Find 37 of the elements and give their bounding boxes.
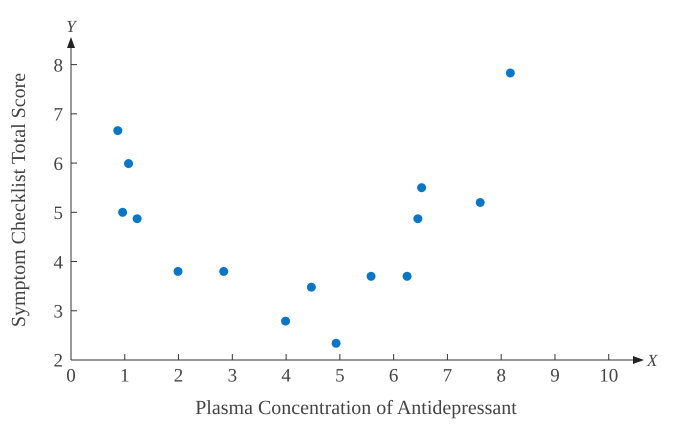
y-tick-label: 5: [54, 203, 63, 224]
point: [506, 68, 515, 78]
x-tick-label: 10: [599, 365, 618, 386]
x-tick-label: 9: [550, 365, 560, 386]
point: [219, 266, 228, 276]
x-tick-label: 6: [388, 365, 398, 386]
x-tick-label: 4: [281, 365, 292, 386]
point: [476, 198, 485, 207]
x-tick-label: 2: [174, 365, 184, 386]
x-tick-label: 1: [120, 365, 130, 386]
y-tick-label: 2: [54, 350, 63, 372]
point: [173, 266, 183, 276]
point: [132, 214, 142, 224]
y-axis-title: Symptom Checklist Total Score: [8, 72, 30, 328]
point: [332, 338, 341, 348]
x-axis-title: Plasma Concentration of Antidepressant: [195, 397, 518, 419]
x-tick-label: 7: [442, 365, 452, 386]
text: X: [646, 351, 658, 370]
text: Y: [66, 17, 78, 36]
x-tick-label: 0: [66, 365, 76, 386]
point: [124, 159, 134, 168]
point: [417, 183, 426, 192]
point: [113, 126, 122, 136]
point: [402, 272, 412, 281]
point: [413, 214, 422, 224]
y-tick-label: 7: [54, 104, 63, 126]
x-tick-label: 8: [496, 365, 506, 386]
point: [306, 282, 316, 292]
y-tick-label: 6: [54, 154, 63, 175]
point: [118, 208, 128, 217]
y-tick-label: 3: [54, 302, 63, 323]
point: [281, 316, 290, 326]
x-tick-label: 3: [228, 365, 238, 386]
x-tick-label: 5: [335, 365, 345, 386]
y-tick-label: 8: [54, 55, 63, 76]
point: [366, 272, 376, 281]
y-tick-label: 4: [54, 252, 64, 274]
